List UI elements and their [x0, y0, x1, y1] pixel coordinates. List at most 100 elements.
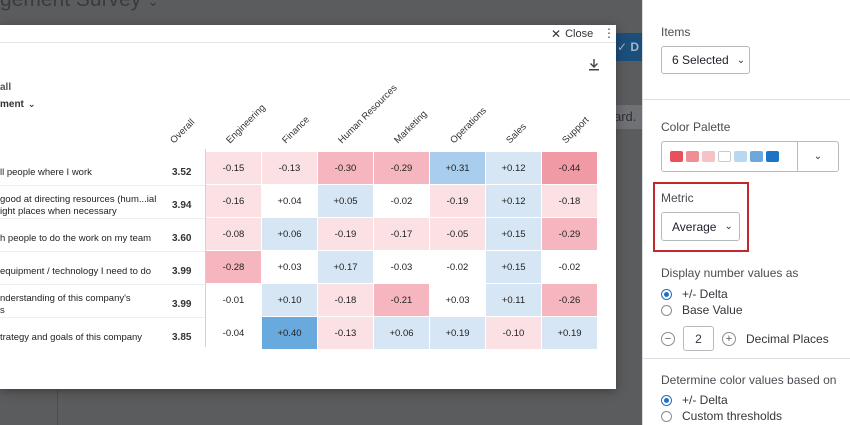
radio-display-base-value[interactable]: Base Value — [661, 303, 743, 317]
heatmap-cell: -0.17 — [374, 218, 430, 251]
chevron-down-icon: ⌄ — [736, 54, 746, 66]
heatmap-cell: +0.12 — [486, 185, 542, 218]
chevron-down-icon: ⌄ — [147, 0, 159, 9]
widget-modal: ✕ Close ⋮ all ment ⌄ Overall Engineering F… — [0, 25, 616, 389]
modal-header — [0, 25, 616, 43]
heatmap-cell: -0.16 — [206, 185, 262, 218]
grouping-dropdown[interactable]: ment ⌄ — [0, 99, 35, 110]
plus-icon[interactable]: + — [722, 331, 736, 346]
heatmap-cell: +0.15 — [486, 251, 542, 284]
palette-swatch — [750, 151, 763, 162]
row-divider — [0, 185, 205, 186]
row-label: nderstanding of this company's s — [0, 293, 131, 316]
close-label: Close — [565, 28, 594, 40]
color-palette-label: Color Palette — [661, 120, 731, 134]
column-header: Engineering — [224, 102, 268, 146]
radio-color-custom-thresholds[interactable]: Custom thresholds — [661, 409, 782, 423]
heatmap-cell: -0.30 — [318, 152, 374, 185]
metric-dropdown[interactable]: Average ⌄ — [661, 212, 740, 241]
metric-value: Average — [672, 219, 717, 234]
background-board-label: ard. — [612, 105, 642, 129]
heatmap-cell: -0.19 — [430, 185, 486, 218]
row-divider — [0, 218, 205, 219]
heatmap-cell: -0.01 — [206, 284, 262, 317]
palette-swatch — [718, 151, 731, 162]
radio-display-delta[interactable]: +/- Delta — [661, 287, 728, 301]
overall-label: all — [0, 82, 12, 93]
heatmap-cell: +0.12 — [486, 152, 542, 185]
heatmap-cell: -0.18 — [318, 284, 374, 317]
column-header: Operations — [448, 105, 489, 146]
decimal-places-stepper: − 2 + Decimal Places — [661, 326, 829, 351]
heatmap-cell: +0.19 — [542, 317, 598, 350]
divider — [643, 99, 850, 100]
heatmap-cell: -0.28 — [206, 251, 262, 284]
decimal-places-label: Decimal Places — [746, 331, 829, 346]
palette-swatch — [670, 151, 683, 162]
heatmap-cell: +0.06 — [262, 218, 318, 251]
heatmap-cell: -0.02 — [542, 251, 598, 284]
heatmap-cell: -0.13 — [262, 152, 318, 185]
table-divider — [205, 149, 206, 347]
heatmap-cell: -0.13 — [318, 317, 374, 350]
radio-label: +/- Delta — [682, 393, 728, 407]
column-header: Human Resources — [336, 82, 400, 146]
heatmap-cell: +0.19 — [430, 317, 486, 350]
grouping-dropdown-label: ment — [0, 99, 24, 110]
heatmap-cell: -0.29 — [542, 218, 598, 251]
decimal-places-input[interactable]: 2 — [683, 326, 714, 351]
heatmap-cell: -0.03 — [374, 251, 430, 284]
row-overall-value: 3.85 — [172, 332, 192, 343]
heatmap-cell: +0.03 — [430, 284, 486, 317]
column-header: Overall — [168, 116, 198, 146]
radio-color-delta[interactable]: +/- Delta — [661, 393, 728, 407]
row-divider — [0, 251, 205, 252]
radio-label: Base Value — [682, 303, 743, 317]
radio-label: +/- Delta — [682, 287, 728, 301]
minus-icon[interactable]: − — [661, 331, 675, 346]
heatmap-cell: -0.21 — [374, 284, 430, 317]
close-icon: ✕ — [551, 27, 562, 41]
heatmap-cell: -0.08 — [206, 218, 262, 251]
heatmap-cell: +0.40 — [262, 317, 318, 350]
heatmap-cell: -0.10 — [486, 317, 542, 350]
divider — [643, 358, 850, 359]
color-palette-dropdown[interactable]: ⌄ — [661, 141, 839, 172]
download-icon[interactable] — [588, 58, 600, 72]
survey-title-text: gement Survey — [0, 0, 141, 11]
palette-swatch — [702, 151, 715, 162]
row-overall-value: 3.94 — [172, 200, 192, 211]
heatmap-cell: +0.03 — [262, 251, 318, 284]
column-header: Support — [560, 114, 592, 146]
heatmap-cell: +0.15 — [486, 218, 542, 251]
row-overall-value: 3.52 — [172, 167, 192, 178]
column-header: Marketing — [392, 108, 430, 146]
metric-highlight-box — [653, 182, 749, 252]
palette-swatch — [766, 151, 779, 162]
heatmap-cell: -0.15 — [206, 152, 262, 185]
more-options-icon[interactable]: ⋮ — [603, 26, 615, 40]
radio-unselected-icon — [661, 304, 672, 316]
heatmap-cell: +0.05 — [318, 185, 374, 218]
radio-selected-icon — [661, 288, 672, 300]
background-button-label: D — [630, 40, 640, 54]
heatmap-cell: -0.04 — [206, 317, 262, 350]
chevron-down-icon: ⌄ — [724, 221, 733, 232]
heatmap-cell: -0.44 — [542, 152, 598, 185]
items-dropdown[interactable]: 6 Selected ⌄ — [661, 46, 750, 74]
items-label: Items — [661, 25, 691, 39]
chevron-down-icon: ⌄ — [813, 151, 823, 162]
row-label: good at directing resources (hum...ial ig… — [0, 194, 157, 217]
heatmap-cell: -0.18 — [542, 185, 598, 218]
row-label: equipment / technology I need to do — [0, 266, 152, 277]
row-label: ll people where I work — [0, 167, 92, 178]
heatmap-cell: +0.31 — [430, 152, 486, 185]
background-button: ✓ D — [612, 33, 642, 61]
radio-selected-icon — [661, 394, 672, 406]
heatmap-cell: +0.11 — [486, 284, 542, 317]
close-button[interactable]: ✕ Close — [551, 27, 593, 41]
row-label: trategy and goals of this company — [0, 332, 143, 343]
heatmap-cell: -0.29 — [374, 152, 430, 185]
palette-swatches — [662, 142, 798, 171]
chevron-down-icon: ⌄ — [27, 99, 36, 109]
